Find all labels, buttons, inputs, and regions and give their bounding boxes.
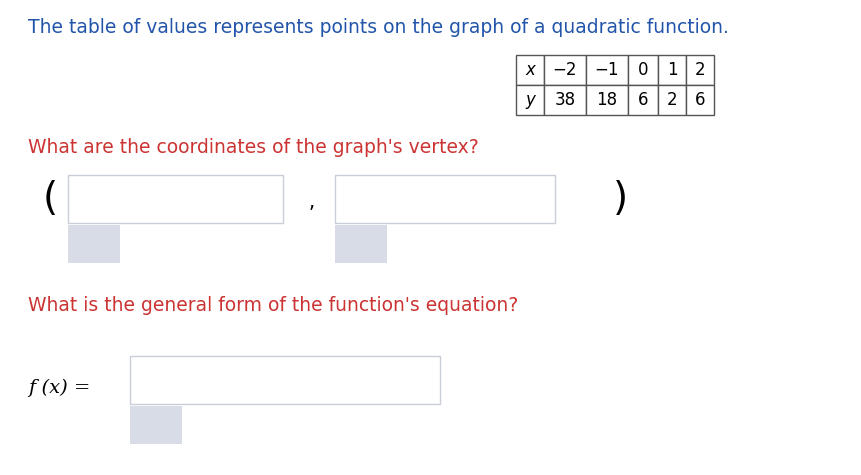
Bar: [68, 175, 283, 223]
Text: ): ): [612, 180, 628, 218]
Text: 6: 6: [695, 91, 705, 109]
Bar: [628, 55, 658, 85]
Text: 2: 2: [666, 91, 678, 109]
Bar: [586, 55, 628, 85]
Bar: [544, 55, 586, 85]
Bar: [516, 55, 544, 85]
Text: 6: 6: [638, 91, 648, 109]
Bar: [544, 85, 586, 115]
Text: −1: −1: [595, 61, 619, 79]
Text: x: x: [525, 61, 535, 79]
Bar: [130, 406, 182, 444]
Text: 18: 18: [597, 91, 617, 109]
Text: ,: ,: [309, 193, 315, 212]
Text: y: y: [525, 91, 535, 109]
Bar: [335, 175, 555, 223]
Text: f (x) =: f (x) =: [28, 379, 90, 397]
Bar: [68, 225, 120, 263]
Text: 0: 0: [638, 61, 648, 79]
Bar: [628, 85, 658, 115]
Bar: [516, 85, 544, 115]
Bar: [658, 55, 686, 85]
Bar: [658, 85, 686, 115]
Text: What are the coordinates of the graph's vertex?: What are the coordinates of the graph's …: [28, 138, 479, 157]
Text: −2: −2: [553, 61, 577, 79]
Text: The table of values represents points on the graph of a quadratic function.: The table of values represents points on…: [28, 18, 729, 37]
Bar: [686, 85, 714, 115]
Bar: [130, 356, 440, 404]
Text: 38: 38: [554, 91, 575, 109]
Text: (: (: [42, 180, 58, 218]
Text: 2: 2: [695, 61, 705, 79]
Bar: [335, 225, 387, 263]
Text: What is the general form of the function's equation?: What is the general form of the function…: [28, 296, 518, 315]
Bar: [586, 85, 628, 115]
Text: 1: 1: [666, 61, 678, 79]
Bar: [686, 55, 714, 85]
